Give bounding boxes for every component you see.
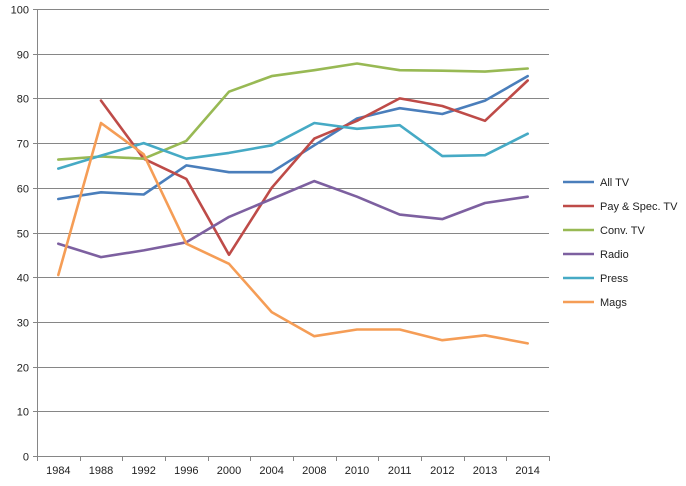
series-line-radio [57,179,529,259]
series-line-mags [57,121,529,345]
legend-label: Conv. TV [600,225,645,237]
series-line-all-tv [57,74,529,201]
y-tick-label: 60 [17,184,29,196]
gridlines [37,9,549,412]
y-tick-label: 20 [17,363,29,375]
legend-label: Press [600,273,629,285]
legend: All TV Pay & Spec. TV Conv. TV Radio Press Ma… [563,177,678,309]
x-tick-label: 2010 [345,465,369,477]
y-tick-label: 10 [17,407,29,419]
series-line-conv-tv [57,62,529,161]
x-tick-label: 2011 [388,465,412,477]
y-tick-label: 100 [11,5,29,17]
legend-label: Pay & Spec. TV [600,201,678,213]
x-tick-label: 1988 [89,465,113,477]
y-tick-label: 40 [17,273,29,285]
series-lines [57,62,529,345]
legend-label: Mags [600,297,627,309]
y-tick-label: 50 [17,229,29,241]
x-tick-label: 2004 [259,465,283,477]
legend-label: Radio [600,249,629,261]
series-line-press [57,121,529,170]
x-tick-label: 1992 [131,465,155,477]
y-tick-label: 0 [23,452,29,464]
x-tick-label: 1996 [174,465,198,477]
x-tick-label: 2012 [430,465,454,477]
legend-label: All TV [600,177,630,189]
x-tick-label: 2008 [302,465,326,477]
x-tick-label: 1984 [46,465,70,477]
axes: 0 10 20 30 40 50 60 70 80 90 100 1984 1988 1992 1996 20… [11,5,550,477]
y-tick-label: 30 [17,318,29,330]
y-tick-label: 80 [17,94,29,106]
x-tick-label: 2000 [217,465,241,477]
series-line-pay-spec-tv [99,79,529,257]
x-tick-label: 2013 [473,465,497,477]
x-tick-label: 2014 [515,465,539,477]
y-tick-label: 90 [17,50,29,62]
y-tick-label: 70 [17,139,29,151]
